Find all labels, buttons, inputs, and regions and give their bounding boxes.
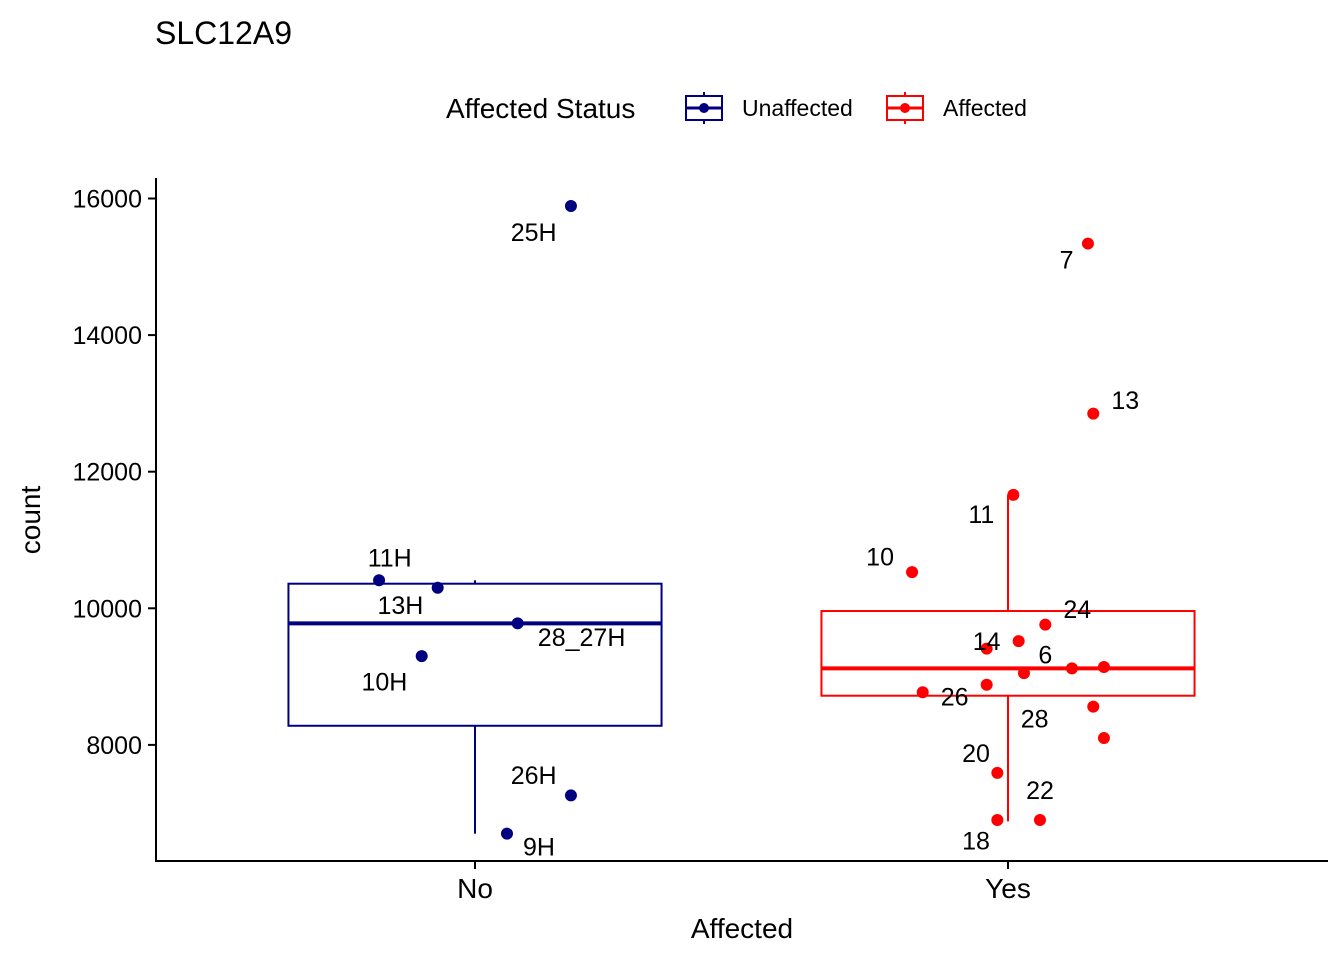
data-point [1039,618,1052,631]
legend-title: Affected Status [446,93,635,124]
point-label: 9H [523,834,555,862]
chart-title: SLC12A9 [155,15,292,51]
point-label: 28 [1021,705,1049,733]
point-label: 20 [962,740,990,768]
data-point [991,766,1004,779]
data-point [415,650,428,663]
point-label: 10H [361,668,407,696]
data-point [1007,488,1020,501]
data-point [564,200,577,213]
data-point [373,574,386,587]
data-point [564,789,577,802]
data-point [500,827,513,840]
y-tick-label: 8000 [86,732,142,760]
data-point [916,686,929,699]
data-point [1087,407,1100,420]
point-label: 14 [973,628,1001,656]
point-label: 10 [866,543,894,571]
data-point [980,642,993,655]
x-axis-title: Affected [691,913,793,944]
point-label: 22 [1026,777,1054,805]
legend-label-unaffected: Unaffected [742,95,853,121]
box-iqr [820,610,1196,697]
legend-label-affected: Affected [943,95,1027,121]
data-point [991,814,1004,827]
data-point [1065,662,1078,675]
y-tick-label: 16000 [72,185,142,213]
data-point [1081,237,1094,250]
data-point [1097,661,1110,674]
point-label: 18 [962,828,990,856]
x-tick-label: No [457,873,493,904]
box-iqr [287,582,663,727]
plot-area: 11H 13H 28_27H 10H 26H 9H 25H 7 13 11 10 24 14 6 26 28 2… [287,200,1196,862]
point-label: 26 [941,683,969,711]
data-point [431,581,444,594]
legend: Affected Status Unaffected Affected [446,92,1027,124]
legend-key-affected [886,92,924,124]
data-point [906,566,919,579]
data-point [1017,667,1030,680]
point-label: 26H [511,762,557,790]
point-label: 13H [377,592,423,620]
y-tick-label: 10000 [72,595,142,623]
data-point [1097,732,1110,745]
point-label: 24 [1063,596,1091,624]
point-label: 7 [1060,246,1074,274]
legend-key-unaffected [685,92,723,124]
point-label: 28_27H [538,624,626,652]
x-tick-label: Yes [985,873,1031,904]
data-point [511,617,524,630]
y-axis-title: count [15,486,46,555]
data-point [1033,814,1046,827]
point-label: 6 [1038,642,1052,670]
axes: 8000 10000 12000 14000 16000 No Yes [72,185,1030,904]
point-label: 11 [968,501,994,529]
y-tick-label: 12000 [72,459,142,487]
data-point [980,678,993,691]
data-point [1087,700,1100,713]
data-point [1012,635,1025,648]
point-label: 25H [511,219,557,247]
point-label: 11H [368,545,412,573]
point-label: 13 [1111,387,1139,415]
y-tick-label: 14000 [72,322,142,350]
